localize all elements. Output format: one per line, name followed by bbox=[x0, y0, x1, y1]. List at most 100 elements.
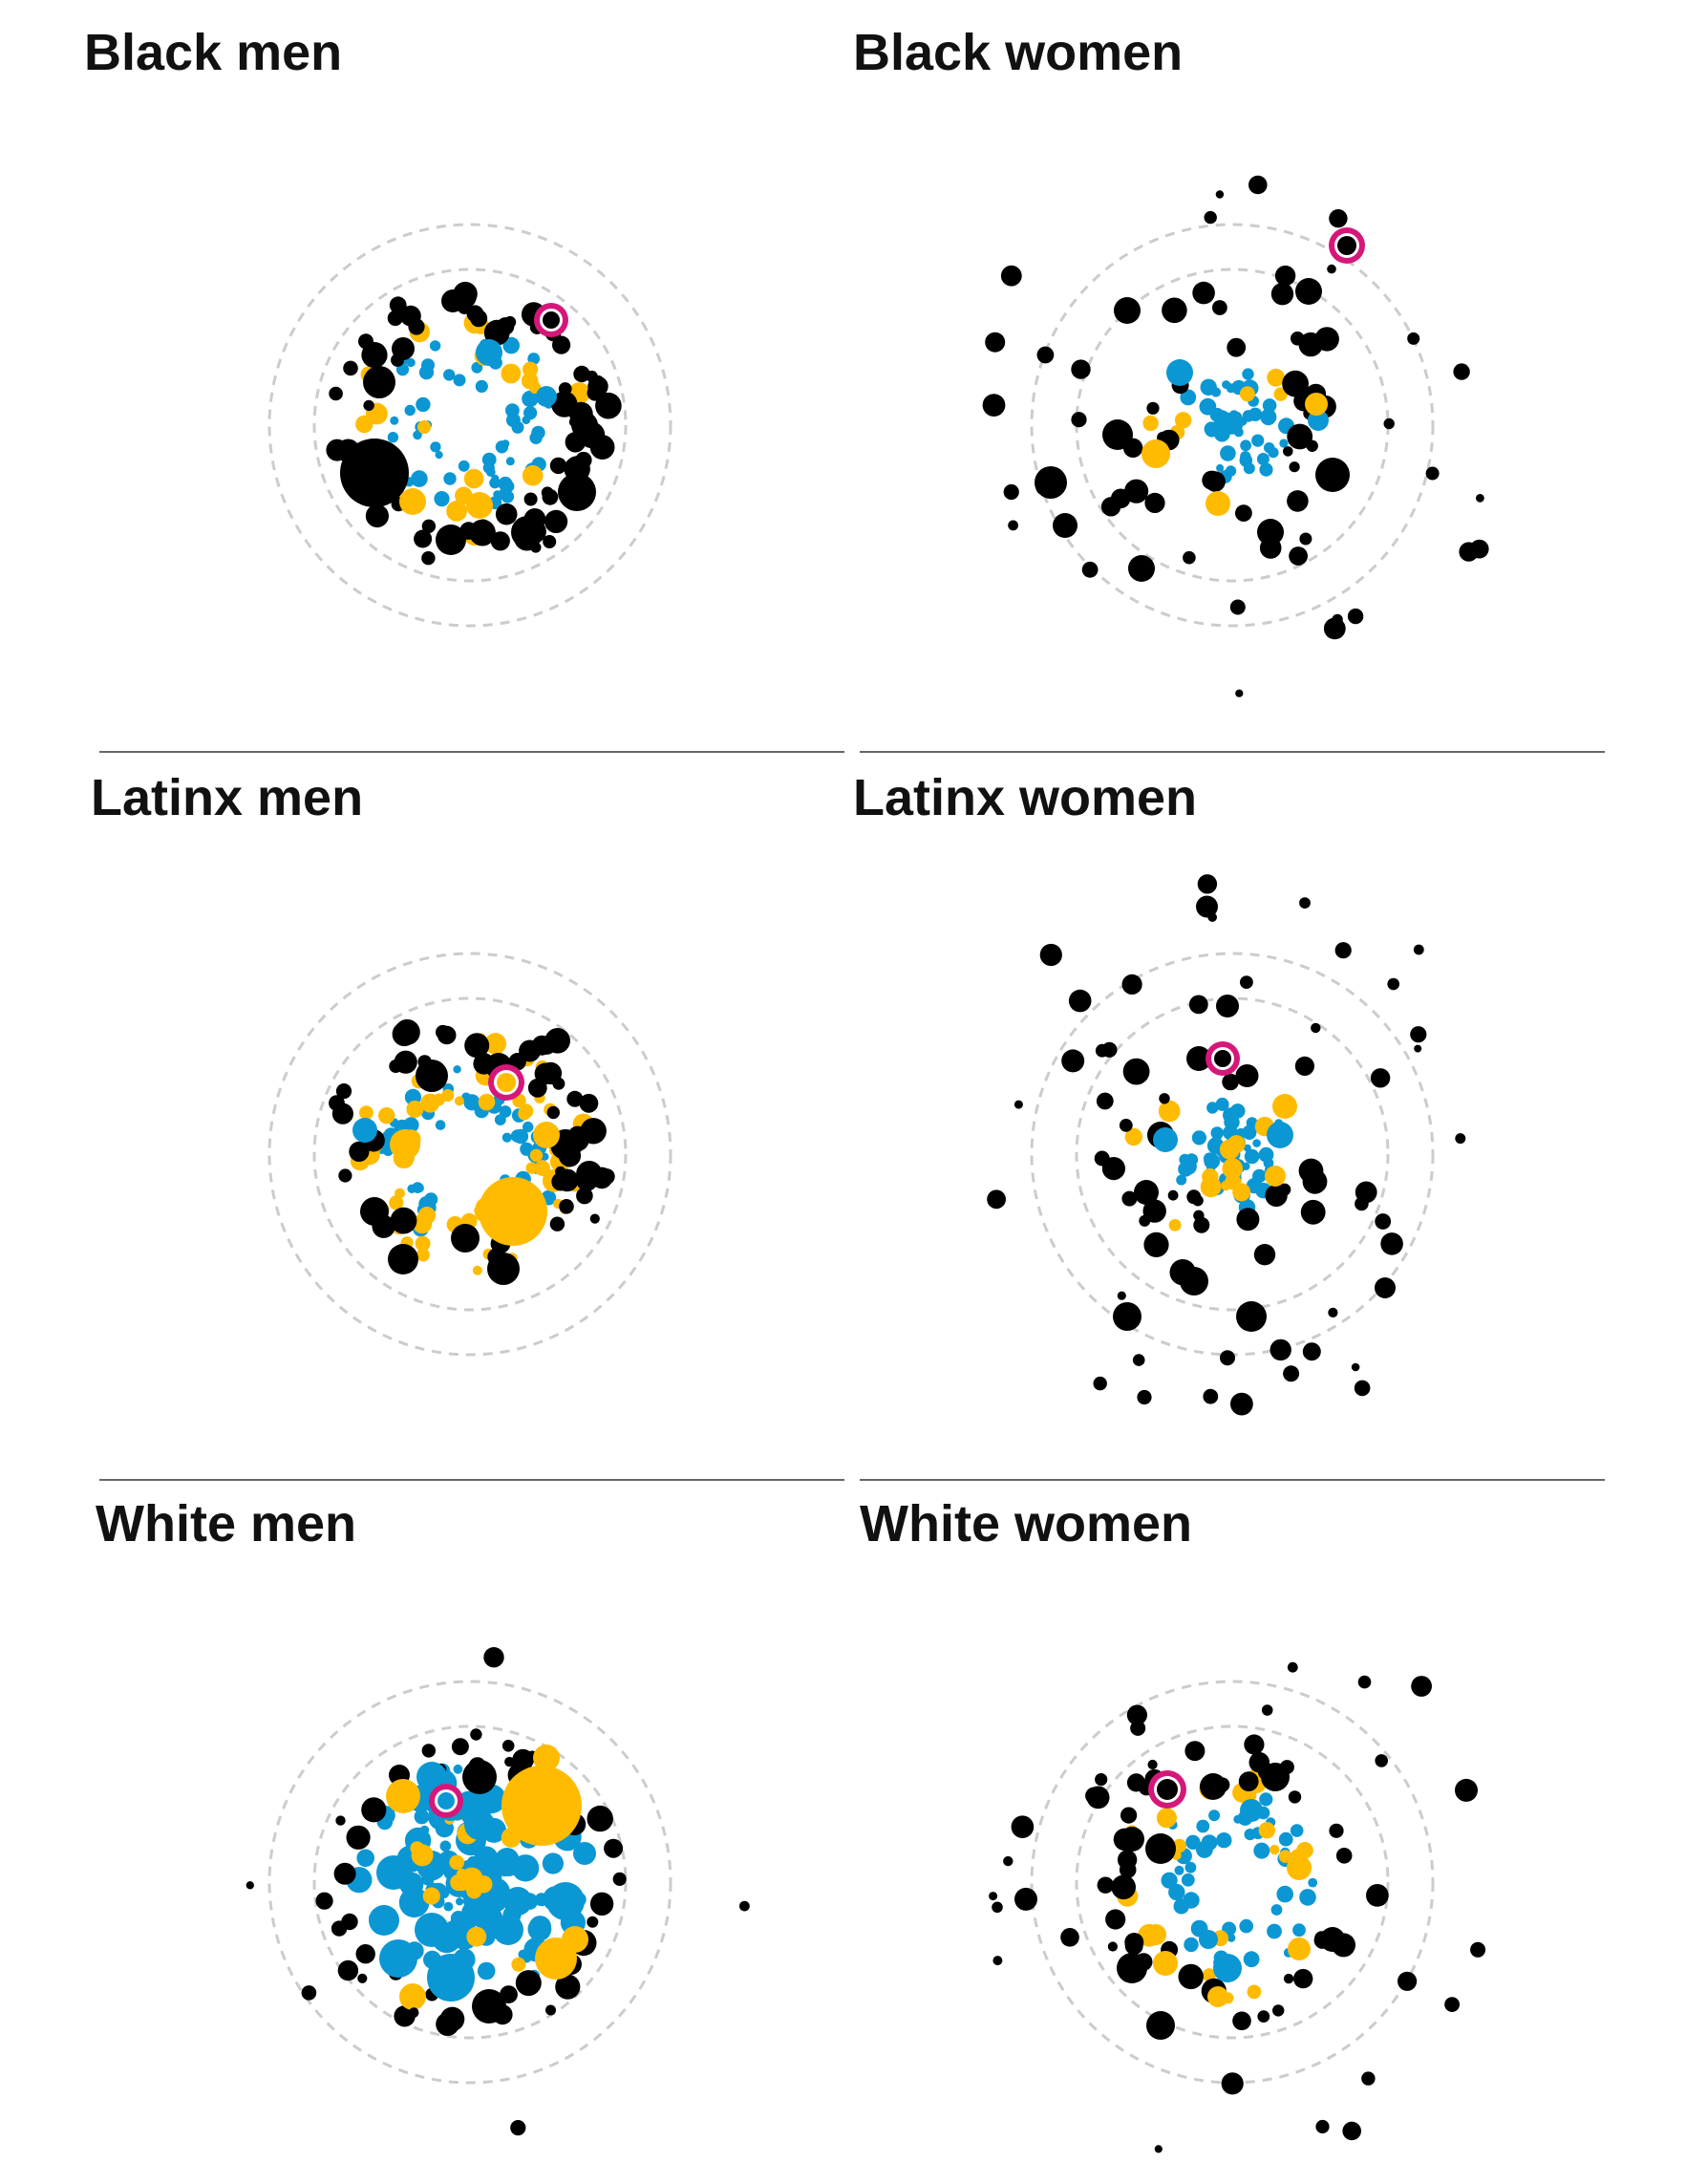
bubble-latinx-women-black-22 bbox=[1143, 1231, 1169, 1257]
bubble-white-women-gold-1 bbox=[1296, 1842, 1313, 1859]
bubble-latinx-women-outlier-10 bbox=[1311, 1022, 1321, 1034]
bubble-white-men-blue-66 bbox=[498, 1855, 520, 1876]
bubble-latinx-women-outlier-3 bbox=[1283, 1365, 1300, 1382]
bubble-black-women-outlier-33 bbox=[1469, 539, 1489, 559]
bubble-latinx-men-gold-53 bbox=[420, 1093, 440, 1113]
bubble-latinx-women-black-18 bbox=[1294, 1056, 1314, 1076]
bubble-white-women-outlier-5 bbox=[1342, 2121, 1361, 2141]
bubble-black-women-blue-37 bbox=[1243, 462, 1255, 475]
bubble-black-women-black-23 bbox=[1227, 337, 1247, 357]
bubble-black-men-blue-59 bbox=[497, 489, 508, 501]
bubble-black-men-black-13 bbox=[544, 509, 568, 534]
bubble-black-women-gold-2 bbox=[1239, 386, 1255, 402]
guide-ring-latinx-women-1 bbox=[1075, 996, 1390, 1312]
bubble-white-men-anchor-19 bbox=[573, 1842, 596, 1865]
bubble-latinx-women-anchor-11 bbox=[1265, 1166, 1286, 1187]
bubble-latinx-men-gold-33 bbox=[534, 1160, 550, 1176]
bubble-latinx-men-gold-43 bbox=[454, 1096, 464, 1106]
bubble-black-men-black-64 bbox=[543, 535, 557, 548]
bubble-black-women-outlier-20 bbox=[1289, 546, 1308, 566]
bubble-black-women-blue-36 bbox=[1251, 434, 1265, 447]
bubble-latinx-men-gold-54 bbox=[529, 1148, 544, 1163]
bubble-black-women-blue-8 bbox=[1242, 368, 1254, 380]
bubble-latinx-women-outlier-33 bbox=[1270, 1338, 1291, 1361]
bubble-latinx-men-black-42 bbox=[519, 1039, 542, 1062]
bubble-latinx-women-blue-49 bbox=[1256, 1187, 1266, 1195]
bubble-black-women-outlier-10 bbox=[1329, 209, 1348, 228]
bubble-black-men-black-63 bbox=[408, 318, 425, 335]
bubble-white-women-outlier-19 bbox=[1130, 1720, 1146, 1736]
bubble-black-women-black-11 bbox=[1144, 492, 1165, 514]
bubble-white-women-outlier-28 bbox=[1261, 1704, 1273, 1716]
bubble-white-women-outlier-24 bbox=[1315, 2119, 1330, 2134]
bubble-latinx-women-anchor-3 bbox=[1180, 1267, 1208, 1295]
bubble-white-women-black-15 bbox=[1124, 1933, 1144, 1952]
bubble-white-men-blue-72 bbox=[356, 1849, 375, 1868]
bubble-white-women-blue-38 bbox=[1299, 1889, 1316, 1906]
bubble-black-women-gold-4 bbox=[1142, 415, 1159, 432]
bubble-black-men-anchor-7 bbox=[399, 488, 426, 515]
bubble-latinx-men-black-26 bbox=[546, 1105, 560, 1120]
bubble-black-men-black-19 bbox=[495, 503, 518, 525]
bubble-latinx-men-black-47 bbox=[590, 1167, 613, 1189]
bubble-white-women-black-12 bbox=[1117, 1850, 1138, 1870]
bubble-white-women-outlier-20 bbox=[1014, 1887, 1037, 1911]
bubble-latinx-women-anchor-6 bbox=[1134, 1180, 1159, 1205]
bubble-white-men-black-5 bbox=[515, 1970, 542, 1997]
bubble-latinx-men-anchor-8 bbox=[352, 1118, 377, 1143]
bubble-latinx-men-blue-35 bbox=[424, 1192, 438, 1207]
bubble-white-women-outlier-9 bbox=[1398, 1971, 1418, 1991]
bubble-black-men-blue-11 bbox=[471, 361, 483, 374]
bubble-latinx-men-anchor-7 bbox=[388, 1244, 418, 1274]
bubble-white-men-anchor-1 bbox=[427, 1954, 475, 2002]
bubble-black-women-anchor-2 bbox=[1206, 491, 1230, 516]
bubble-white-men-black-27 bbox=[545, 2004, 556, 2016]
bubble-latinx-men-black-39 bbox=[390, 1207, 417, 1234]
bubble-white-men-anchor-0 bbox=[501, 1766, 582, 1846]
bubble-latinx-women-blue-38 bbox=[1206, 1102, 1219, 1114]
bubble-black-men-blue-21 bbox=[475, 379, 488, 393]
guide-ring-white-women-1 bbox=[1075, 1724, 1390, 2040]
bubble-white-men-black-34 bbox=[439, 2006, 465, 2032]
bubble-black-men-black-69 bbox=[475, 519, 492, 536]
bubble-black-women-outlier-14 bbox=[1192, 281, 1215, 305]
bubble-white-women-black-7 bbox=[1184, 1741, 1206, 1762]
bubble-black-men-black-15 bbox=[343, 360, 358, 376]
bubble-latinx-men-blue-31 bbox=[407, 1184, 416, 1194]
bubble-black-women-blue-13 bbox=[1216, 463, 1225, 472]
bubble-black-men-black-24 bbox=[389, 296, 407, 314]
guide-ring-black-men-0 bbox=[267, 223, 672, 628]
guide-ring-black-men-1 bbox=[312, 268, 628, 583]
bubble-latinx-men-anchor-2 bbox=[416, 1060, 448, 1092]
bubble-white-women-outlier-6 bbox=[1455, 1778, 1478, 1802]
highlight-bubble-latinx-women bbox=[1214, 1050, 1231, 1067]
bubble-black-men-anchor-4 bbox=[392, 337, 415, 360]
bubble-latinx-men-gold-1 bbox=[359, 1105, 373, 1120]
bubble-latinx-women-outlier-21 bbox=[1039, 943, 1062, 967]
bubble-white-women-blue-33 bbox=[1243, 1951, 1260, 1968]
bubble-black-men-black-38 bbox=[549, 457, 567, 475]
bubble-black-women-outlier-2 bbox=[1270, 283, 1294, 306]
bubble-black-men-blue-54 bbox=[501, 439, 510, 448]
bubble-latinx-women-outlier-15 bbox=[1121, 974, 1142, 995]
bubble-latinx-women-gold-1 bbox=[1124, 1127, 1143, 1146]
bubble-black-women-outlier-29 bbox=[985, 332, 1006, 353]
bubble-black-women-outlier-16 bbox=[1248, 175, 1268, 195]
bubble-black-women-outlier-18 bbox=[982, 394, 1006, 417]
bubble-white-men-anchor-18 bbox=[399, 1983, 426, 2010]
bubble-latinx-women-outlier-37 bbox=[1375, 1213, 1392, 1230]
bubble-white-men-blue-58 bbox=[437, 1887, 450, 1899]
bubble-white-men-black-24 bbox=[357, 1973, 368, 1983]
bubble-black-women-outlier-27 bbox=[1229, 599, 1246, 615]
bubble-black-women-anchor-9 bbox=[1114, 297, 1141, 324]
bubble-black-men-black-2 bbox=[363, 399, 374, 412]
bubble-white-men-anchor-7 bbox=[462, 1760, 497, 1794]
bubble-white-women-blue-43 bbox=[1239, 1918, 1253, 1934]
bubble-latinx-women-black-3 bbox=[1300, 1199, 1326, 1225]
bubble-latinx-women-outlier-4 bbox=[1413, 944, 1424, 955]
bubble-latinx-women-black-0 bbox=[1159, 1093, 1170, 1104]
bubble-white-women-outlier-17 bbox=[1221, 2072, 1244, 2095]
bubble-latinx-women-black-20 bbox=[1265, 1184, 1288, 1208]
bubble-latinx-men-gold-23 bbox=[406, 1101, 424, 1118]
